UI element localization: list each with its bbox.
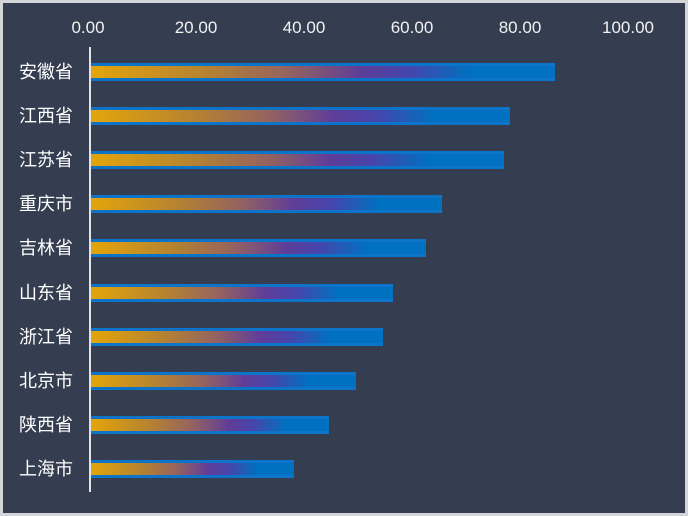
category-label: 重庆市: [19, 194, 73, 215]
bar[interactable]: [91, 151, 504, 170]
bar-row: 陕西省: [3, 413, 685, 437]
x-tick-label: 20.00: [174, 18, 218, 37]
x-axis: 0.00 20.00 40.00 60.00 80.00 100.00: [3, 3, 685, 47]
bar[interactable]: [91, 63, 555, 81]
bar[interactable]: [91, 327, 383, 346]
y-axis-line: [89, 47, 91, 492]
bar-row: 山东省: [3, 281, 685, 305]
x-tick-label: 0.00: [71, 18, 105, 37]
category-label: 安徽省: [19, 62, 73, 82]
bar[interactable]: [91, 195, 442, 214]
bar-row: 北京市: [3, 369, 685, 393]
bar-row: 江西省: [3, 104, 685, 128]
bar-row: 浙江省: [3, 325, 685, 349]
bar[interactable]: [91, 415, 329, 434]
bar-row: 安徽省: [3, 60, 685, 84]
category-label: 陕西省: [19, 414, 73, 435]
category-label: 江西省: [19, 106, 73, 127]
x-tick-label: 60.00: [390, 18, 434, 37]
bar[interactable]: [91, 107, 510, 126]
bar-row: 重庆市: [3, 192, 685, 216]
bar-row: 吉林省: [3, 236, 685, 260]
bar[interactable]: [91, 459, 294, 478]
bar-row: 上海市: [3, 457, 685, 481]
bar-row: 江苏省: [3, 148, 685, 172]
x-tick-label: 100.00: [602, 18, 654, 37]
bar[interactable]: [91, 239, 426, 258]
category-label: 江苏省: [19, 150, 73, 171]
bar[interactable]: [91, 283, 393, 302]
category-label: 上海市: [19, 458, 73, 479]
x-tick-label: 80.00: [498, 18, 542, 37]
category-label: 浙江省: [19, 326, 73, 347]
category-label: 吉林省: [19, 238, 73, 259]
category-label: 北京市: [19, 370, 73, 391]
x-tick-label: 40.00: [282, 18, 326, 37]
category-label: 山东省: [19, 282, 73, 303]
bar[interactable]: [91, 371, 356, 390]
